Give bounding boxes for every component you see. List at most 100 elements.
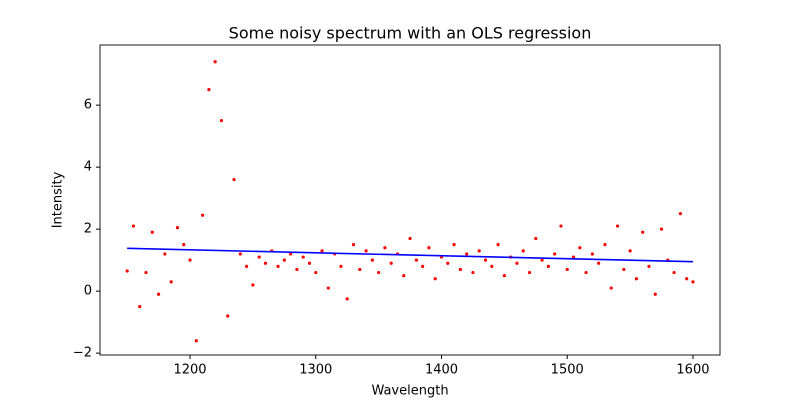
- data-point: [502, 274, 506, 278]
- data-point: [590, 252, 594, 256]
- data-point: [188, 258, 192, 262]
- data-point: [314, 270, 318, 275]
- data-point: [182, 243, 186, 247]
- data-point: [238, 252, 242, 256]
- regression-line: [127, 247, 693, 263]
- y-tick-label: −2: [73, 346, 92, 361]
- data-point: [163, 252, 167, 256]
- data-point: [194, 339, 198, 343]
- data-point: [471, 270, 475, 275]
- x-tick-label: 1200: [173, 363, 206, 378]
- data-point: [125, 269, 129, 273]
- data-point: [282, 258, 286, 262]
- data-point: [427, 246, 431, 250]
- data-point: [345, 297, 349, 301]
- y-tick-label: 2: [84, 222, 92, 237]
- data-point: [622, 267, 626, 272]
- data-point: [207, 88, 211, 92]
- data-point: [169, 280, 173, 284]
- data-point: [320, 249, 324, 253]
- data-point: [559, 224, 563, 228]
- data-point: [131, 224, 136, 228]
- x-tick-label: 1300: [299, 363, 332, 378]
- data-point: [226, 314, 230, 318]
- data-point: [691, 280, 695, 284]
- data-point: [389, 261, 393, 265]
- data-point: [339, 264, 343, 268]
- data-point: [553, 252, 557, 256]
- y-tick-label: 4: [84, 160, 92, 175]
- data-point: [263, 261, 268, 265]
- chart-title: Some noisy spectrum with an OLS regressi…: [229, 24, 592, 43]
- data-point: [414, 258, 418, 262]
- data-point: [672, 270, 676, 275]
- data-point: [213, 60, 217, 64]
- data-point: [144, 270, 148, 275]
- data-point: [678, 212, 682, 216]
- y-axis-label: Intensity: [51, 171, 66, 228]
- data-point: [245, 264, 249, 268]
- data-point: [295, 267, 299, 272]
- data-point: [659, 227, 664, 231]
- data-point: [433, 277, 437, 281]
- data-point: [307, 261, 312, 265]
- data-point: [358, 267, 362, 272]
- data-point: [647, 264, 651, 268]
- data-point: [421, 264, 425, 268]
- data-point: [515, 261, 519, 265]
- data-point: [150, 230, 154, 234]
- data-point: [634, 277, 638, 281]
- data-point: [156, 292, 161, 296]
- data-point: [175, 225, 180, 230]
- data-point: [527, 270, 532, 275]
- data-point: [540, 258, 544, 262]
- data-point: [408, 236, 412, 241]
- data-point: [289, 252, 293, 256]
- data-point: [219, 119, 224, 123]
- data-point: [301, 255, 305, 259]
- x-tick-label: 1500: [551, 363, 584, 378]
- data-point: [521, 249, 525, 253]
- data-point: [578, 246, 582, 250]
- data-point: [603, 243, 607, 247]
- data-point: [251, 283, 255, 287]
- data-point: [483, 258, 488, 262]
- data-point: [597, 261, 601, 265]
- x-tick-label: 1600: [676, 363, 709, 378]
- x-axis-label: Wavelength: [371, 384, 448, 399]
- data-point: [402, 274, 406, 278]
- data-point: [276, 264, 280, 268]
- data-point: [377, 270, 381, 275]
- data-point: [685, 277, 689, 281]
- data-point: [200, 213, 205, 217]
- data-point: [490, 264, 494, 268]
- x-tick-label: 1400: [425, 363, 458, 378]
- data-point: [138, 305, 142, 309]
- data-point: [326, 286, 330, 290]
- data-point: [465, 252, 469, 256]
- data-point: [446, 261, 450, 265]
- data-point: [584, 270, 588, 275]
- data-point: [458, 267, 462, 272]
- data-point: [628, 249, 632, 253]
- data-point: [546, 264, 550, 268]
- plot-frame: [99, 44, 721, 356]
- data-point: [615, 224, 620, 228]
- data-point: [477, 249, 481, 253]
- data-point: [351, 243, 356, 247]
- data-point: [452, 243, 456, 247]
- data-point: [364, 249, 368, 253]
- data-point: [257, 255, 261, 259]
- data-point: [383, 246, 387, 250]
- data-point: [565, 267, 569, 272]
- data-point: [641, 230, 645, 234]
- data-point: [534, 236, 538, 241]
- data-point: [571, 255, 576, 259]
- data-point: [370, 258, 374, 262]
- data-point: [609, 286, 613, 290]
- data-point: [232, 177, 236, 182]
- data-point: [496, 243, 500, 247]
- data-point: [653, 292, 657, 296]
